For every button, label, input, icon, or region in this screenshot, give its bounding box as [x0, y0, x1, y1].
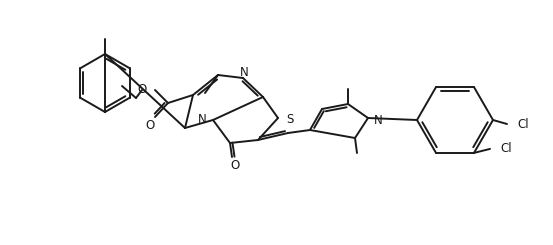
Text: O: O: [145, 119, 155, 132]
Text: N: N: [239, 66, 248, 79]
Text: O: O: [231, 159, 239, 172]
Text: S: S: [286, 112, 294, 125]
Text: Cl: Cl: [517, 118, 529, 131]
Text: O: O: [138, 83, 147, 96]
Text: Cl: Cl: [500, 142, 512, 155]
Text: N: N: [374, 113, 383, 126]
Text: N: N: [198, 112, 207, 125]
